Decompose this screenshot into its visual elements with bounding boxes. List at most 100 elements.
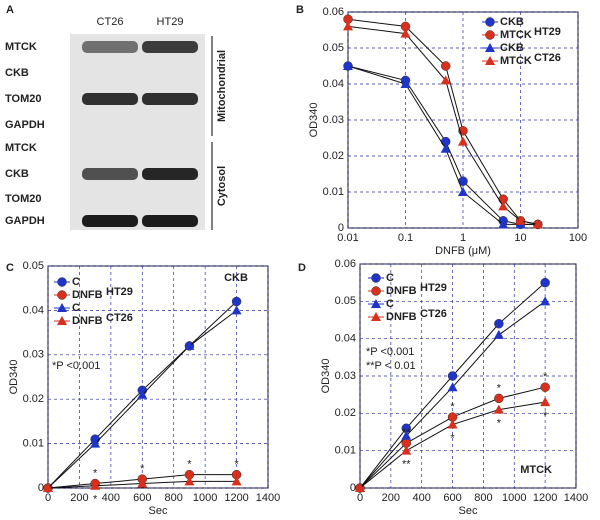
marker <box>401 445 412 455</box>
x-tick-label: 1 <box>460 232 466 244</box>
legend-label: DNFB <box>386 311 417 323</box>
marker <box>371 299 381 308</box>
x-tick-label: 400 <box>413 492 431 504</box>
band <box>82 41 138 53</box>
x-tick-label: 200 <box>382 492 400 504</box>
marker <box>485 30 495 40</box>
panel-letter: B <box>296 4 304 16</box>
y-tick-label: 0.04 <box>323 78 344 90</box>
legend-group: CT26 <box>534 52 561 64</box>
x-axis-label: DNFB (μM) <box>435 245 491 257</box>
marker <box>57 316 67 325</box>
annotation: *P <0.001 <box>52 360 100 372</box>
x-tick-label: 1200 <box>224 492 248 504</box>
marker <box>494 318 504 329</box>
annotation: **P < 0.01 <box>366 360 416 372</box>
x-tick-label: 400 <box>102 492 120 504</box>
x-axis-label: Sec <box>459 505 478 517</box>
marker <box>498 201 509 211</box>
marker <box>90 480 101 490</box>
band <box>142 215 198 227</box>
panel-letter: C <box>6 262 14 274</box>
legend-label: CKB <box>500 16 524 28</box>
point-label: * <box>497 382 502 394</box>
marker <box>532 219 543 229</box>
group-label: Cytosol <box>216 166 228 206</box>
legend-label: DNFB <box>72 315 103 327</box>
legend-label: MTCK <box>500 29 532 41</box>
marker <box>231 305 242 315</box>
marker <box>493 404 504 414</box>
marker <box>515 215 526 225</box>
marker <box>440 61 451 71</box>
marker <box>540 382 550 392</box>
x-tick-label: 100 <box>569 232 587 244</box>
point-label: * <box>93 494 98 506</box>
legend-group: HT29 <box>420 282 447 294</box>
annotation: MTCK <box>520 464 552 476</box>
legend-label: DNFB <box>72 289 103 301</box>
x-tick-label: 0 <box>45 492 51 504</box>
y-tick-label: 0 <box>38 482 44 494</box>
y-tick-label: 0.05 <box>323 42 344 54</box>
legend-group: HT29 <box>106 286 133 298</box>
series-line <box>347 65 538 225</box>
legend-label: DNFB <box>386 285 417 297</box>
marker <box>343 21 353 31</box>
y-tick-label: 0.05 <box>23 260 44 272</box>
x-tick-label: 800 <box>165 492 183 504</box>
band <box>142 41 198 53</box>
band <box>142 168 198 180</box>
legend-label: C <box>386 298 394 310</box>
x-tick-label: 600 <box>133 492 151 504</box>
marker <box>343 61 353 70</box>
marker <box>371 273 381 283</box>
point-label: * <box>93 467 98 479</box>
row-label: GAPDH <box>5 215 45 227</box>
marker <box>493 329 504 339</box>
point-label: * <box>450 401 455 413</box>
marker <box>458 187 468 196</box>
row-label: TOM20 <box>5 93 41 105</box>
legend-label: C <box>72 276 80 288</box>
band <box>82 168 138 180</box>
marker <box>485 43 495 52</box>
lane-label: HT29 <box>157 16 184 28</box>
panel-letter: A <box>6 4 14 16</box>
x-tick-label: 1400 <box>564 492 588 504</box>
point-label: * <box>497 418 502 430</box>
band <box>142 93 198 105</box>
y-axis-label: OD340 <box>308 103 320 138</box>
x-tick-label: 200 <box>70 492 88 504</box>
x-tick-label: 800 <box>474 492 492 504</box>
y-tick-label: 0.06 <box>335 258 356 270</box>
row-label: MTCK <box>5 142 37 154</box>
point-label: * <box>234 459 239 471</box>
legend-label: C <box>72 302 80 314</box>
y-tick-label: 0.02 <box>323 150 344 162</box>
y-tick-label: 0 <box>338 222 344 234</box>
y-tick-label: 0.04 <box>335 333 356 345</box>
y-tick-label: 0.04 <box>23 304 44 316</box>
x-tick-label: 1000 <box>193 492 217 504</box>
legend-label: C <box>386 272 394 284</box>
series-line <box>359 300 546 489</box>
point-label: * <box>450 432 455 444</box>
y-tick-label: 0.01 <box>23 438 44 450</box>
band <box>82 215 138 227</box>
x-tick-label: 10 <box>514 232 526 244</box>
row-label: CKB <box>5 168 29 180</box>
marker <box>57 277 67 287</box>
marker <box>371 312 381 321</box>
marker <box>90 438 101 448</box>
marker <box>494 393 504 404</box>
x-tick-label: 1000 <box>502 492 526 504</box>
legend-group: CT26 <box>420 308 447 320</box>
legend-label: MTCK <box>500 55 532 67</box>
y-tick-label: 0.03 <box>323 114 344 126</box>
row-label: TOM20 <box>5 193 41 205</box>
group-label: Mitochondrial <box>216 50 228 122</box>
y-tick-label: 0.01 <box>335 445 356 457</box>
marker <box>137 389 148 399</box>
